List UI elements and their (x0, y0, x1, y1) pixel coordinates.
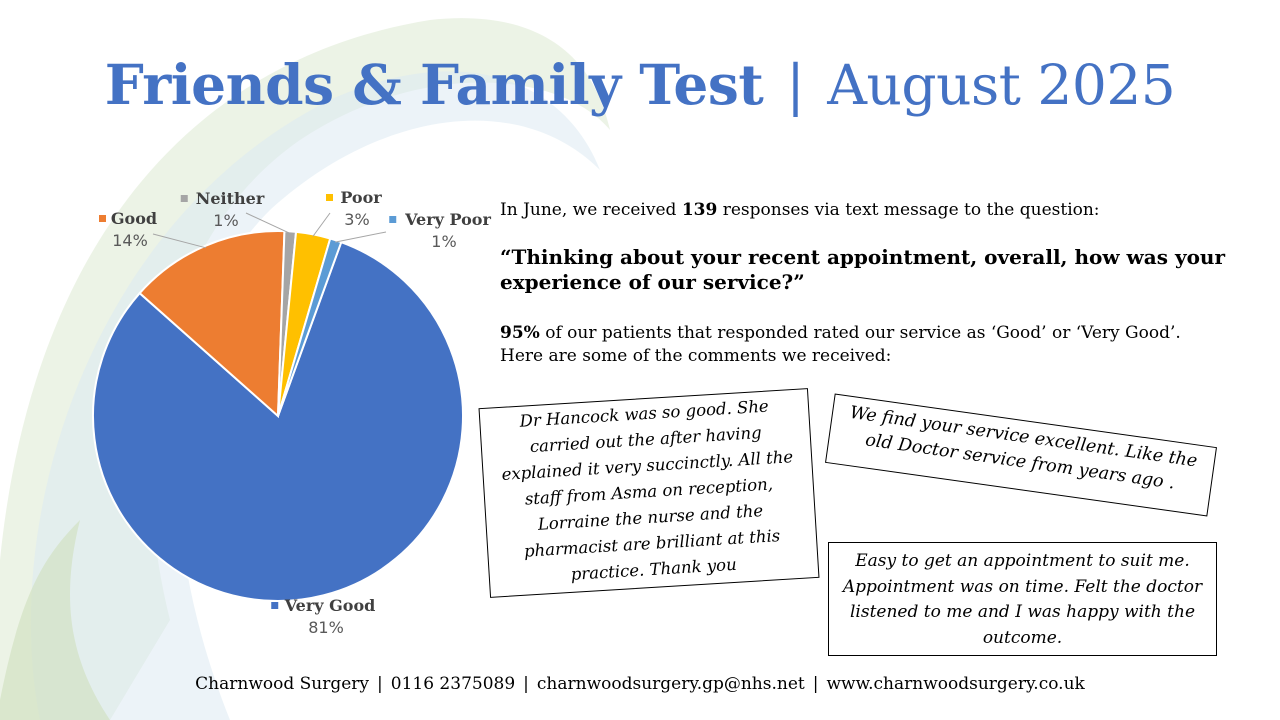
legend-key-very-poor (389, 216, 397, 223)
footer-surgery-name: Charnwood Surgery (195, 674, 370, 694)
intro-text: In June, we received 139 responses via t… (500, 200, 1240, 220)
comment-box-1: Dr Hancock was so good. She carried out … (478, 388, 820, 598)
title-month: August 2025 (827, 53, 1176, 117)
legend-key-very-good (271, 602, 279, 609)
data-value-neither: 1% (213, 211, 238, 230)
page-title: Friends & Family Test | August 2025 (0, 52, 1280, 117)
data-value-very-good: 81% (308, 618, 344, 637)
pie-chart: Very Good 81% Good 14% Neither 1% Poor 3% Very P… (92, 188, 491, 637)
legend-key-neither (180, 195, 188, 202)
result-percent: 95% (500, 323, 540, 343)
survey-question: “Thinking about your recent appointment,… (500, 245, 1225, 294)
title-separator: | (786, 53, 805, 117)
pie-slice-very-poor (277, 237, 343, 417)
legend-key-good (99, 215, 106, 222)
leader-line-very-poor (335, 231, 387, 243)
footer-separator: | (523, 674, 529, 694)
data-label-neither: Neither (196, 189, 265, 208)
footer-website[interactable]: www.charnwoodsurgery.co.uk (826, 674, 1085, 694)
leader-line-neither (245, 212, 291, 234)
pie-slice-good (138, 230, 286, 419)
data-label-very-good: Very Good (284, 596, 376, 615)
data-label-very-poor: Very Poor (404, 210, 491, 229)
footer-phone: 0116 2375089 (390, 674, 516, 694)
intro-before: In June, we received (500, 200, 682, 220)
footer-separator: | (377, 674, 383, 694)
data-value-poor: 3% (344, 210, 369, 229)
data-value-good: 14% (112, 231, 148, 250)
footer-contact: Charnwood Surgery | 0116 2375089 | charnwood… (0, 674, 1280, 694)
intro-after: responses via text message to the questi… (717, 200, 1100, 220)
result-summary: 95% of our patients that responded rated… (500, 322, 1240, 368)
legend-key-poor (326, 194, 333, 201)
comment-box-3: Easy to get an appointment to suit me. A… (828, 542, 1217, 656)
data-label-good: Good (111, 209, 157, 228)
comments-intro: Here are some of the comments we receive… (500, 346, 892, 366)
data-label-poor: Poor (340, 188, 382, 207)
leader-line-poor (312, 212, 331, 237)
data-value-very-poor: 1% (431, 232, 456, 251)
footer-separator: | (812, 674, 819, 694)
result-text: of our patients that responded rated our… (539, 323, 1181, 343)
pie-slice-very-good (92, 240, 464, 602)
leader-line-good (152, 233, 207, 249)
title-main: Friends & Family Test (104, 52, 764, 117)
response-count: 139 (681, 200, 718, 220)
footer-email[interactable]: charnwoodsurgery.gp@nhs.net (536, 674, 805, 694)
